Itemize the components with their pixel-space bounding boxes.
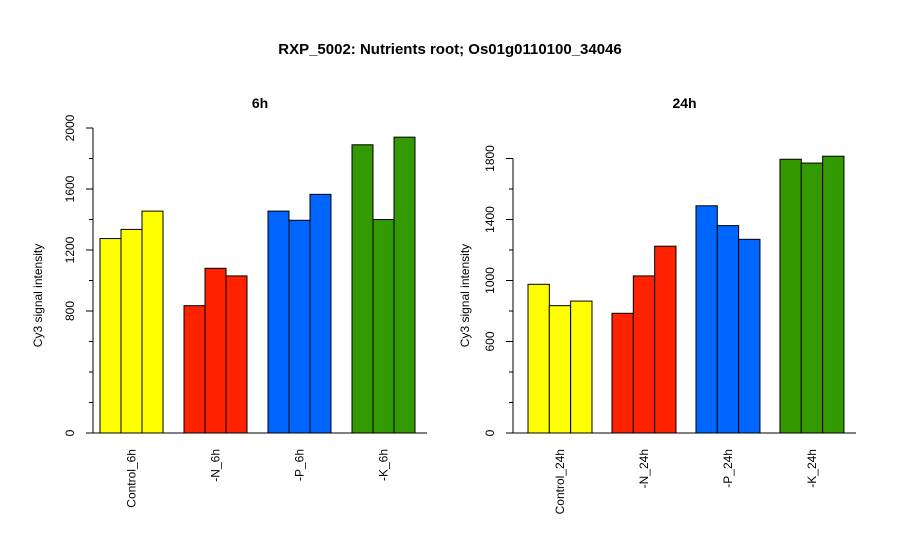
bar	[309, 193, 332, 434]
y-tick-label: 1200	[63, 236, 77, 263]
bar	[351, 144, 374, 434]
bar	[654, 245, 677, 434]
x-tick-label: -K_24h	[805, 449, 819, 488]
y-tick-label: 1400	[483, 206, 497, 233]
y-tick-label: 1000	[483, 267, 497, 294]
x-tick-label: -N_24h	[637, 449, 651, 488]
x-tick-label: -K_6h	[377, 449, 391, 481]
bar	[183, 305, 206, 434]
panel-title: 24h	[672, 95, 696, 111]
bar	[288, 219, 311, 434]
bar	[800, 162, 824, 434]
bar	[611, 312, 634, 434]
x-tick-label: -P_24h	[721, 449, 735, 488]
bar	[204, 267, 227, 434]
x-tick-label: Control_24h	[553, 449, 567, 514]
bar	[716, 225, 740, 434]
main-title: RXP_5002: Nutrients root; Os01g0110100_3…	[278, 41, 622, 58]
bar	[99, 238, 122, 434]
bar	[695, 205, 718, 434]
y-tick-label: 600	[483, 331, 497, 351]
bar	[632, 275, 656, 434]
bar	[267, 210, 290, 434]
bar	[120, 228, 143, 434]
bar	[570, 300, 593, 434]
y-axis-label: Cy3 signal intensity	[31, 244, 45, 347]
y-axis-label: Cy3 signal intensity	[458, 244, 472, 347]
y-tick-label: 2000	[63, 114, 77, 141]
y-tick-label: 0	[483, 429, 497, 436]
x-tick-label: Control_6h	[125, 449, 139, 508]
bar	[738, 238, 761, 434]
bar	[393, 136, 416, 434]
bar	[779, 158, 802, 434]
panel-title: 6h	[252, 95, 268, 111]
chart-panel-6h: 6h Control_6h -N_6h -P_6h -K_6h 0 800 1200 1600 2…	[31, 95, 427, 508]
bar	[822, 155, 845, 434]
y-tick-label: 1600	[63, 175, 77, 202]
bar	[141, 210, 164, 434]
y-tick-label: 1800	[483, 145, 497, 172]
bar	[225, 275, 248, 434]
chart-panel-24h: 24h Control_24h -N_24h -P_24h -K_24h 0 600 1000…	[458, 95, 856, 514]
y-tick-label: 0	[63, 429, 77, 436]
x-tick-label: -P_6h	[293, 449, 307, 481]
x-tick-label: -N_6h	[209, 449, 223, 482]
bar	[527, 283, 550, 434]
y-tick-label: 800	[63, 301, 77, 321]
bar	[548, 305, 572, 434]
bar	[372, 219, 395, 434]
